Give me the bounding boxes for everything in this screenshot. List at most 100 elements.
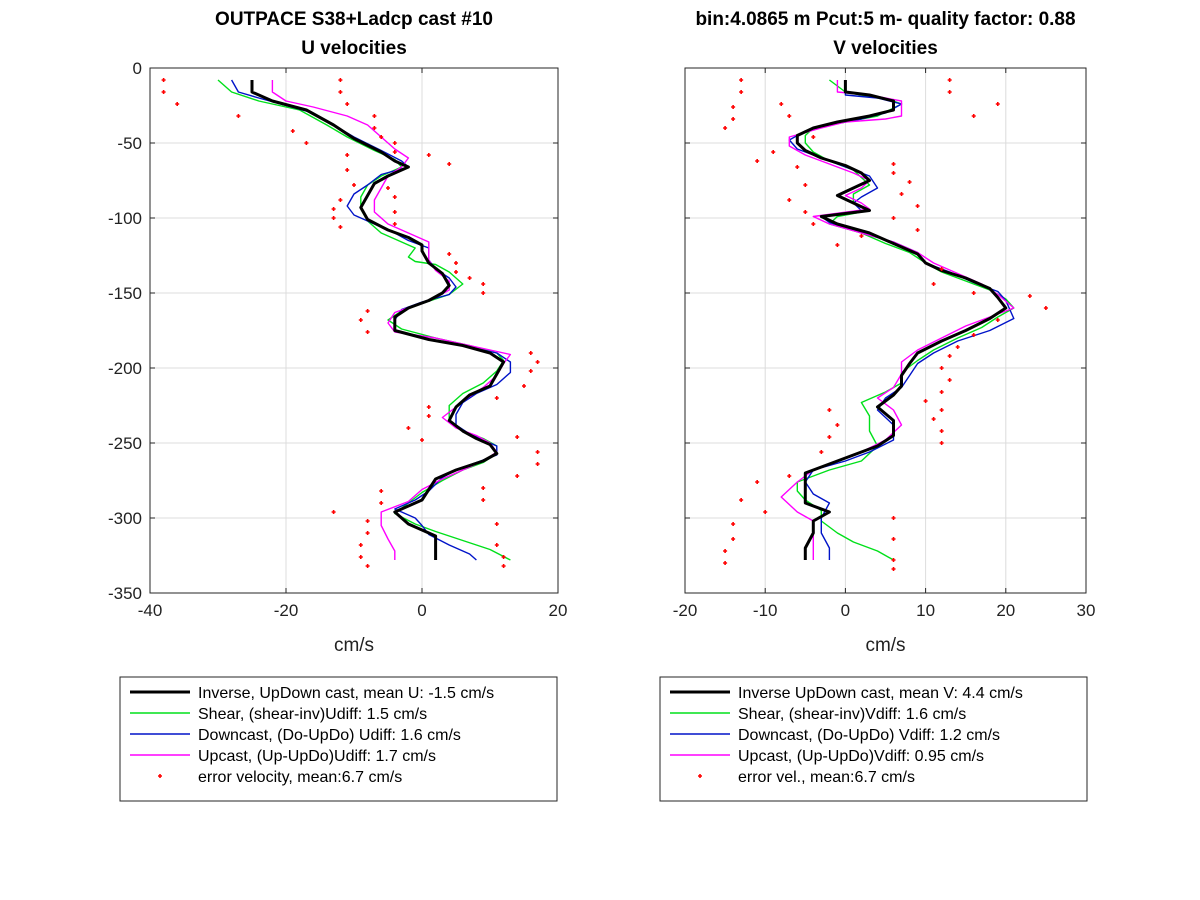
error-velocity-point xyxy=(379,501,384,505)
error-velocity-point xyxy=(891,567,896,571)
chart-2: -20 -10 0 10 20 30 bin:4.0865 m Pcut:5 m- qual… xyxy=(659,9,1096,802)
error-velocity-point xyxy=(931,282,936,286)
error-velocity-point xyxy=(392,141,397,145)
x-tick-label: 30 xyxy=(1077,601,1096,620)
legend-box xyxy=(659,676,1088,802)
chart-title: bin:4.0865 m Pcut:5 m- quality factor: 0… xyxy=(695,9,1075,30)
inverse-series-line xyxy=(250,80,506,560)
error-velocity-point xyxy=(803,183,808,187)
error-velocity-point xyxy=(522,384,526,388)
shear-series-line xyxy=(217,79,511,561)
error-velocity-point xyxy=(819,450,824,454)
x-tick-label: -40 xyxy=(138,601,163,620)
error-velocity-point xyxy=(899,192,904,196)
y-tick-label: -150 xyxy=(108,284,142,303)
error-velocity-point xyxy=(947,78,952,82)
x-tick-label: -10 xyxy=(753,601,778,620)
y-tick-label: -350 xyxy=(108,584,142,603)
shear-series-line xyxy=(796,79,1015,561)
error-velocity-point xyxy=(731,537,736,541)
chart-title: OUTPACE S38+Ladcp cast #10 xyxy=(215,9,493,30)
error-velocity-point xyxy=(787,474,792,478)
error-velocity-point xyxy=(779,102,784,106)
y-tick-label: -100 xyxy=(108,209,142,228)
error-velocity-point xyxy=(835,423,840,427)
error-velocity-point xyxy=(426,405,431,409)
axes-box xyxy=(684,67,1087,594)
error-velocity-point xyxy=(827,408,832,412)
error-velocity-point xyxy=(939,366,944,370)
error-velocity-point xyxy=(365,564,370,568)
chart-subtitle: U velocities xyxy=(301,38,407,59)
chart-subtitle: V velocities xyxy=(833,38,938,59)
error-velocity-point xyxy=(331,216,336,220)
error-velocity-point xyxy=(528,369,533,373)
error-velocity-point xyxy=(827,435,832,439)
error-velocity-point xyxy=(939,429,944,433)
legend-label: Downcast, (Do-UpDo) Vdiff: 1.2 cm/s xyxy=(738,727,1000,744)
error-velocity-point xyxy=(763,510,768,514)
error-velocity-point xyxy=(731,105,736,109)
error-velocity-point xyxy=(787,198,792,202)
legend-label: Shear, (shear-inv)Udiff: 1.5 cm/s xyxy=(198,706,427,723)
x-axis-label: cm/s xyxy=(865,635,905,656)
error-velocity-point xyxy=(161,90,166,94)
error-velocity-point xyxy=(971,291,976,295)
error-velocity-point xyxy=(891,558,896,562)
error-velocity-point xyxy=(338,225,343,229)
error-velocity-point xyxy=(811,222,816,226)
legend: Inverse, UpDown cast, mean U: -1.5 cm/s S… xyxy=(119,676,558,802)
error-velocity-point xyxy=(723,561,728,565)
error-velocity-point xyxy=(731,522,736,526)
error-velocity-point xyxy=(915,204,920,208)
error-velocity-point xyxy=(392,195,397,199)
y-tick-label: -250 xyxy=(108,434,142,453)
error-velocity-point xyxy=(175,102,180,106)
error-velocity-point xyxy=(494,522,499,526)
legend-label: error vel., mean:6.7 cm/s xyxy=(738,769,915,786)
error-velocity-point xyxy=(947,354,952,358)
error-velocity-point xyxy=(365,330,370,334)
error-velocity-point xyxy=(755,480,760,484)
x-tick-label: 0 xyxy=(417,601,426,620)
error-velocity-point xyxy=(535,360,540,364)
error-velocity-point xyxy=(365,309,370,313)
legend-label: Upcast, (Up-UpDo)Vdiff: 0.95 cm/s xyxy=(738,748,984,765)
error-velocity-point xyxy=(345,102,350,106)
error-velocity-point xyxy=(358,318,363,322)
error-velocity-point xyxy=(331,510,336,514)
data-layer xyxy=(723,78,1048,571)
inverse-series-line xyxy=(795,80,1008,560)
error-velocity-point xyxy=(535,462,540,466)
error-velocity-point xyxy=(290,129,295,133)
x-axis-label: cm/s xyxy=(334,635,374,656)
error-velocity-point xyxy=(420,438,424,442)
error-velocity-point xyxy=(392,150,397,154)
error-velocity-point xyxy=(447,162,452,166)
error-velocity-point xyxy=(331,207,336,211)
error-velocity-point xyxy=(365,531,370,535)
y-tick-label: -200 xyxy=(108,359,142,378)
error-velocity-point xyxy=(358,555,363,559)
error-velocity-point xyxy=(161,78,166,82)
error-velocity-point xyxy=(939,408,944,412)
legend-label: error velocity, mean:6.7 cm/s xyxy=(198,769,402,786)
error-velocity-point xyxy=(971,114,976,118)
error-velocity-point xyxy=(923,399,928,403)
error-velocity-point xyxy=(379,489,384,493)
error-velocity-point xyxy=(372,114,377,118)
error-velocity-point xyxy=(939,267,944,271)
error-velocity-point xyxy=(739,498,744,502)
error-velocity-point xyxy=(891,516,896,520)
error-velocity-point xyxy=(995,102,1000,106)
error-velocity-point xyxy=(528,351,533,355)
error-velocity-point xyxy=(352,183,356,187)
error-velocity-point xyxy=(338,90,343,94)
error-velocity-point xyxy=(795,165,800,169)
error-velocity-point xyxy=(345,168,350,172)
error-velocity-point xyxy=(494,543,499,547)
error-velocity-point xyxy=(535,450,540,454)
legend-label: Downcast, (Do-UpDo) Udiff: 1.6 cm/s xyxy=(198,727,461,744)
error-velocity-point xyxy=(731,117,736,121)
legend-label: Inverse UpDown cast, mean V: 4.4 cm/s xyxy=(738,685,1023,702)
